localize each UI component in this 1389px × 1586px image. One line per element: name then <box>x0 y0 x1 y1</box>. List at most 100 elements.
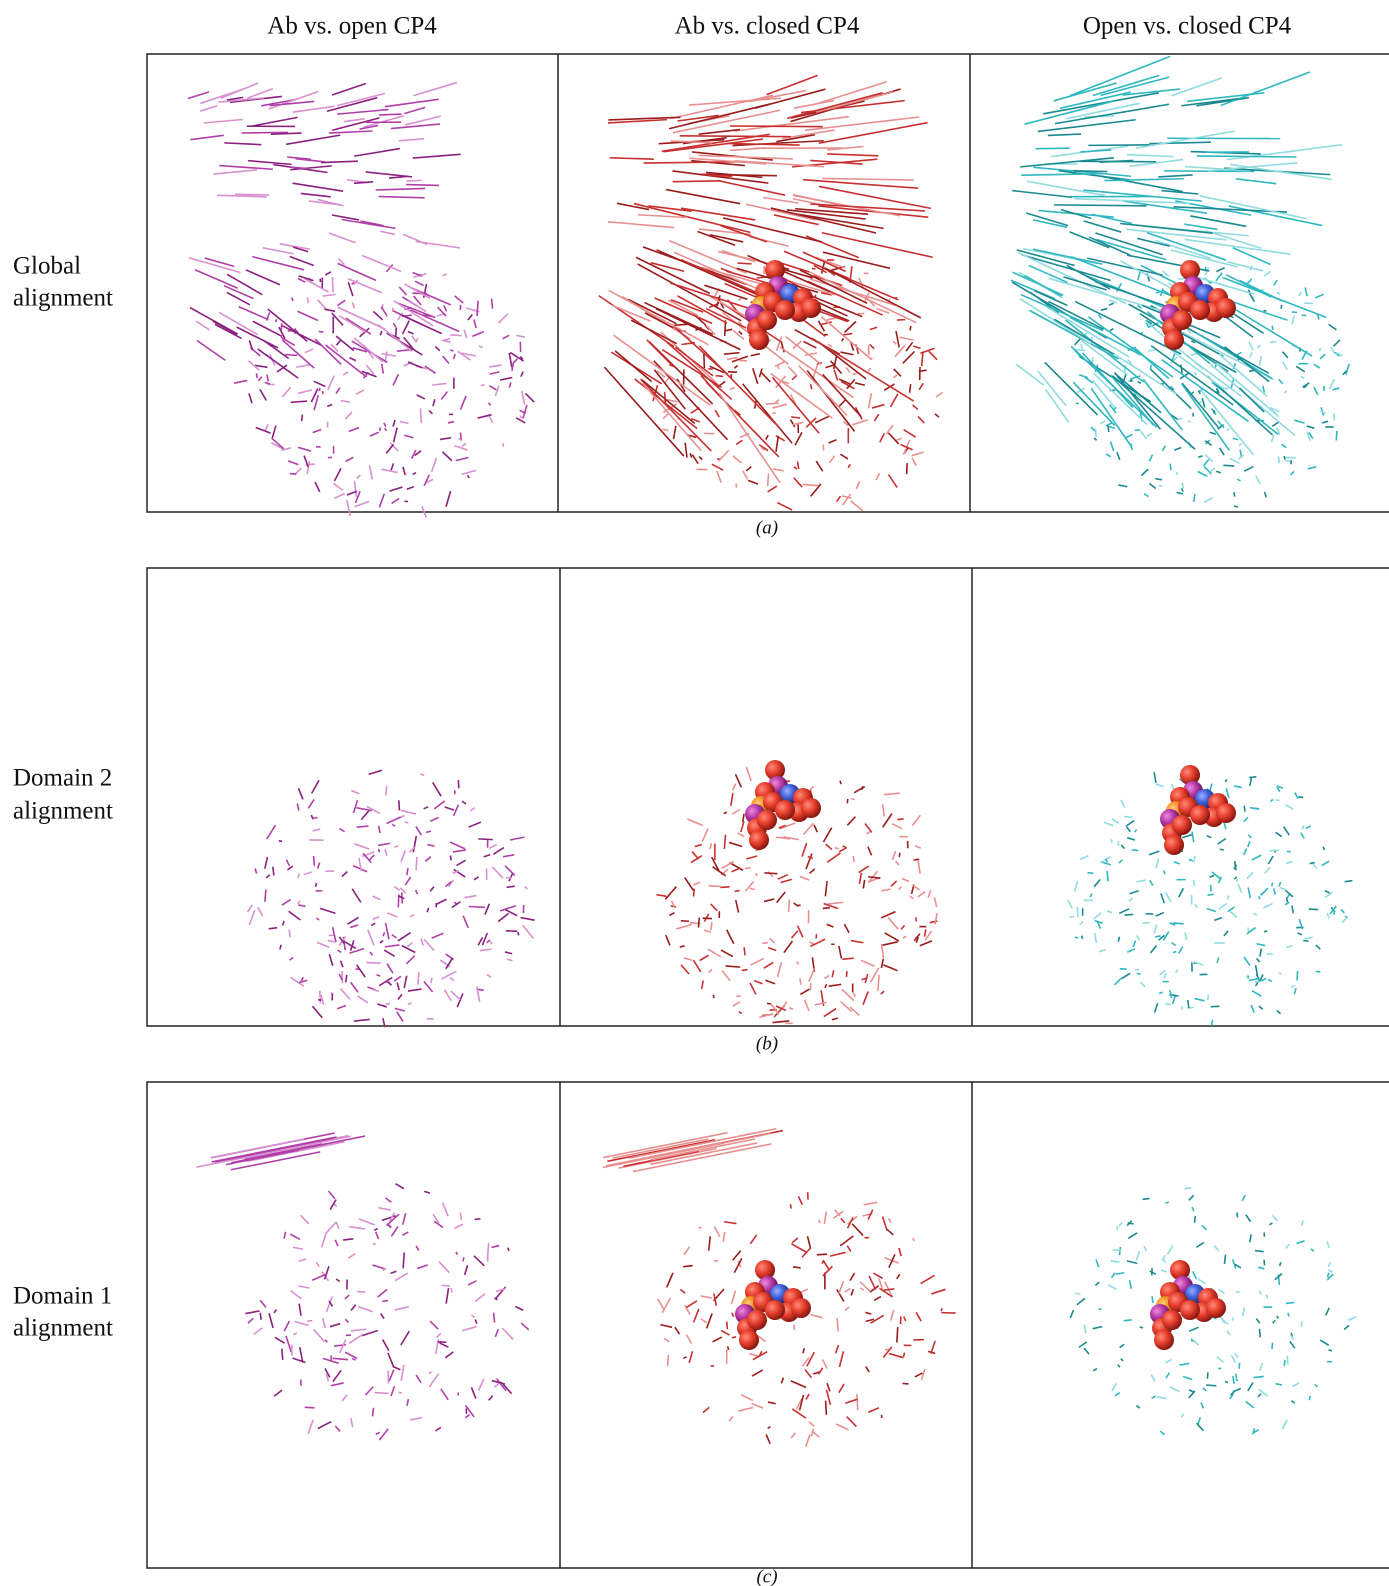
displacement-vector <box>1247 872 1253 878</box>
displacement-vector <box>256 373 257 378</box>
displacement-vector <box>1196 1243 1203 1248</box>
displacement-vector <box>1309 909 1318 910</box>
displacement-vector <box>354 182 373 183</box>
displacement-vector <box>826 1390 830 1405</box>
displacement-vector <box>1284 827 1290 836</box>
displacement-vector <box>800 978 801 984</box>
displacement-vector <box>464 330 467 338</box>
displacement-vector <box>450 335 462 336</box>
displacement-vector <box>1143 1198 1150 1199</box>
displacement-vector <box>1156 858 1159 868</box>
displacement-vector <box>1328 1262 1330 1267</box>
displacement-vector <box>416 338 418 342</box>
displacement-vector <box>372 1408 373 1417</box>
displacement-vector <box>380 331 381 335</box>
displacement-vector <box>491 1246 499 1248</box>
displacement-vector <box>420 774 424 775</box>
displacement-vector <box>699 457 702 460</box>
displacement-vector <box>1285 805 1293 810</box>
displacement-vector <box>1147 233 1226 260</box>
displacement-vector <box>373 917 379 919</box>
displacement-vector <box>518 932 519 935</box>
displacement-vector <box>1099 315 1102 319</box>
displacement-vector <box>1117 452 1120 460</box>
displacement-vector <box>868 1408 879 1413</box>
displacement-vector <box>1163 1260 1165 1263</box>
displacement-vector <box>750 983 756 995</box>
displacement-vector <box>379 494 384 508</box>
displacement-vector <box>376 1232 379 1239</box>
displacement-vector <box>828 344 832 346</box>
displacement-vector <box>1047 307 1130 357</box>
displacement-vector <box>505 866 515 876</box>
displacement-vector <box>1194 372 1196 375</box>
displacement-vector <box>850 1007 859 1015</box>
displacement-vector <box>1243 1307 1245 1316</box>
displacement-vector <box>282 387 290 397</box>
displacement-vector <box>352 302 354 308</box>
displacement-vector <box>292 298 293 301</box>
displacement-vector <box>1265 492 1267 497</box>
displacement-vector <box>1185 932 1187 940</box>
displacement-vector <box>432 458 437 472</box>
displacement-vector <box>312 780 319 793</box>
displacement-vector <box>454 354 456 359</box>
displacement-vector <box>1165 1360 1171 1363</box>
displacement-vector <box>834 370 837 380</box>
displacement-vector <box>496 1289 506 1291</box>
displacement-vector <box>862 786 863 790</box>
displacement-vector <box>242 132 288 133</box>
displacement-vector <box>842 338 844 341</box>
displacement-vector <box>431 978 432 983</box>
displacement-vector <box>717 471 721 483</box>
displacement-vector <box>1130 1280 1132 1289</box>
displacement-vector <box>1263 386 1265 393</box>
displacement-vector <box>702 829 708 842</box>
displacement-vector <box>852 373 856 374</box>
displacement-vector <box>1120 223 1213 233</box>
displacement-vector <box>890 394 897 407</box>
displacement-vector <box>810 1314 823 1317</box>
displacement-vector <box>722 970 730 980</box>
displacement-vector <box>489 845 497 849</box>
displacement-vector <box>512 363 513 371</box>
displacement-vector <box>791 1433 795 1438</box>
displacement-vector <box>1237 479 1240 481</box>
displacement-vector <box>910 384 911 393</box>
displacement-vector <box>1157 1397 1167 1399</box>
displacement-vector <box>471 1387 475 1398</box>
displacement-vector <box>1122 973 1130 978</box>
displacement-vector <box>1182 1414 1184 1417</box>
displacement-vector <box>1348 1317 1356 1321</box>
displacement-vector <box>1127 155 1173 157</box>
displacement-vector <box>738 298 740 300</box>
displacement-vector <box>730 148 766 151</box>
displacement-vector <box>1234 492 1235 496</box>
displacement-vector <box>401 1365 404 1381</box>
displacement-vector <box>839 848 847 852</box>
displacement-vector <box>791 420 795 427</box>
displacement-vector <box>239 307 269 320</box>
displacement-vector <box>453 850 466 852</box>
displacement-vector <box>1336 431 1337 441</box>
displacement-vector <box>387 817 401 823</box>
displacement-vector <box>1259 1291 1261 1295</box>
displacement-vector <box>745 868 751 869</box>
displacement-vector <box>1070 1310 1073 1318</box>
displacement-vector <box>362 255 401 271</box>
displacement-vector <box>376 1432 380 1434</box>
displacement-vector <box>448 422 454 423</box>
displacement-vector <box>711 904 718 911</box>
displacement-vector <box>200 106 217 111</box>
displacement-vector <box>1198 471 1208 476</box>
displacement-vector <box>840 454 847 459</box>
displacement-vector <box>680 136 791 137</box>
displacement-vector <box>1177 492 1183 493</box>
displacement-vector <box>394 428 398 443</box>
displacement-vector <box>498 913 508 921</box>
displacement-vector <box>719 393 780 483</box>
displacement-vector <box>304 872 312 875</box>
displacement-vector <box>416 890 418 894</box>
row-label: alignment <box>13 285 113 312</box>
displacement-vector <box>904 1317 906 1321</box>
